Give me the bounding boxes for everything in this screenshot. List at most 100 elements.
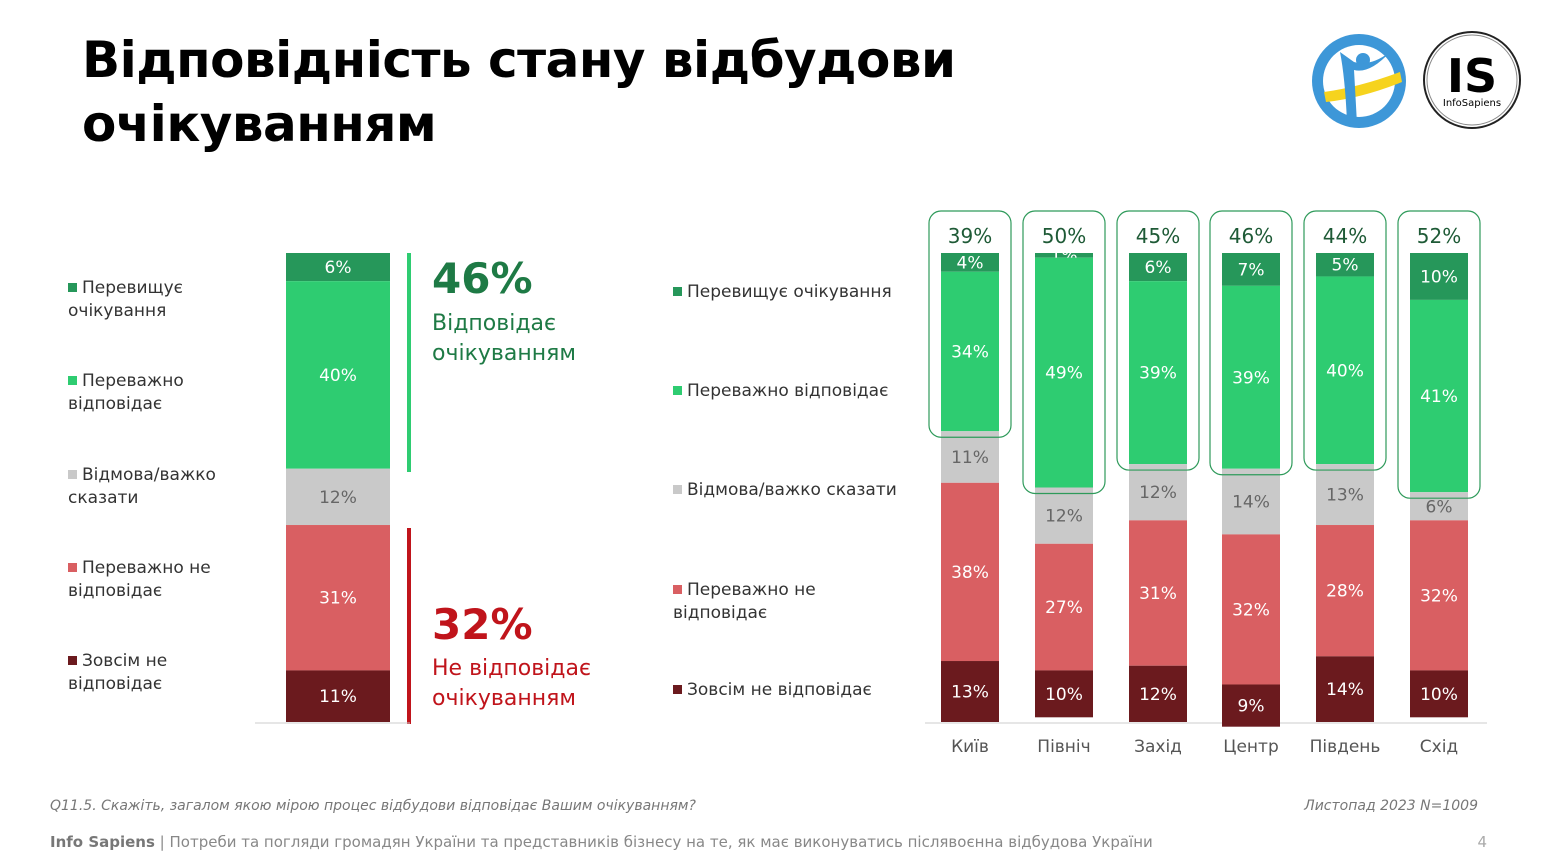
bar-segment bbox=[1035, 253, 1093, 258]
not-meets-total: 32% bbox=[432, 600, 533, 649]
charts: 6%40%12%31%11%4%34%11%38%13%39%Київ1%49%… bbox=[255, 210, 1487, 757]
data-label: 40% bbox=[319, 366, 357, 386]
bar-segment bbox=[286, 281, 390, 469]
bar-segment bbox=[1410, 299, 1468, 493]
legend-item: Відмова/важко сказати bbox=[673, 479, 897, 502]
data-label: 39% bbox=[1139, 364, 1177, 384]
data-label: 14% bbox=[1326, 680, 1364, 700]
data-label: 10% bbox=[1420, 685, 1458, 705]
data-label: 6% bbox=[1426, 497, 1453, 517]
meets-total-label: 39% bbox=[948, 224, 992, 248]
bar-segment bbox=[1035, 543, 1093, 671]
svg-text:InfoSapiens: InfoSapiens bbox=[1443, 98, 1501, 109]
not-meets-bracket bbox=[407, 528, 411, 724]
meets-highlight-box bbox=[1022, 210, 1106, 495]
bar-segment bbox=[941, 253, 999, 272]
bar-segment bbox=[1316, 253, 1374, 277]
data-label: 11% bbox=[319, 687, 357, 707]
bar-segment bbox=[1222, 468, 1280, 535]
globe-logo-icon bbox=[1312, 34, 1406, 128]
question-text: Q11.5. Скажіть, загалом якою мірою проце… bbox=[50, 798, 696, 814]
bar-segment bbox=[286, 253, 390, 282]
x-tick-label: Південь bbox=[1310, 737, 1381, 757]
data-label: 10% bbox=[1420, 267, 1458, 287]
data-label: 7% bbox=[1238, 260, 1265, 280]
infosapiens-logo-icon: IS InfoSapiens bbox=[1423, 31, 1521, 129]
meets-total-label: 50% bbox=[1042, 224, 1086, 248]
footer-brand: Info Sapiens bbox=[50, 833, 155, 851]
bar-segment bbox=[1316, 525, 1374, 657]
data-label: 5% bbox=[1332, 256, 1359, 276]
bar-segment bbox=[1035, 487, 1093, 544]
bar-segment bbox=[1316, 464, 1374, 526]
bar-segment bbox=[941, 431, 999, 483]
legend-item: Переважно відповідає bbox=[68, 371, 184, 414]
data-label: 40% bbox=[1326, 361, 1364, 381]
data-label: 12% bbox=[1139, 483, 1177, 503]
data-label: 32% bbox=[1232, 600, 1270, 620]
meets-highlight-box bbox=[1303, 210, 1387, 471]
logo-infosapiens: IS InfoSapiens bbox=[1420, 28, 1524, 136]
data-label: 31% bbox=[319, 589, 357, 609]
legend-item: Перевищує очікування bbox=[673, 281, 892, 304]
bar-segment bbox=[1222, 534, 1280, 685]
bar-segment bbox=[1222, 684, 1280, 727]
data-label: 6% bbox=[1145, 258, 1172, 278]
legend-item: Переважно не відповідає bbox=[673, 580, 816, 623]
bar-segment bbox=[1316, 656, 1374, 722]
data-label: 12% bbox=[1139, 685, 1177, 705]
meets-highlight-box bbox=[1209, 210, 1293, 476]
bar-segment bbox=[941, 661, 999, 722]
x-tick-label: Київ bbox=[951, 737, 989, 757]
data-label: 38% bbox=[951, 563, 989, 583]
meets-total-label: 45% bbox=[1136, 224, 1180, 248]
bar-segment bbox=[1129, 253, 1187, 282]
bar-segment bbox=[286, 670, 390, 722]
bar-segment bbox=[1316, 276, 1374, 465]
bar-segment bbox=[1222, 253, 1280, 286]
bar-segment bbox=[1129, 281, 1187, 465]
page-number: 4 bbox=[1477, 833, 1487, 851]
legend-item: Переважно відповідає bbox=[673, 380, 888, 403]
meets-highlight-box bbox=[928, 210, 1012, 438]
data-label: 10% bbox=[1045, 685, 1083, 705]
data-label: 49% bbox=[1045, 364, 1083, 384]
data-label: 6% bbox=[325, 258, 352, 278]
data-label: 13% bbox=[951, 683, 989, 703]
data-label: 11% bbox=[951, 448, 989, 468]
meets-bracket bbox=[407, 253, 411, 472]
meets-total-label: 44% bbox=[1323, 224, 1367, 248]
bar-segment bbox=[1035, 670, 1093, 718]
meets-label: Відповідає очікуванням bbox=[432, 311, 576, 366]
data-label: 39% bbox=[1232, 368, 1270, 388]
x-tick-label: Схід bbox=[1420, 737, 1458, 757]
meets-total-label: 46% bbox=[1229, 224, 1273, 248]
bar-segment bbox=[1410, 253, 1468, 300]
bar-segment bbox=[286, 468, 390, 526]
legend-item: Переважно не відповідає bbox=[68, 558, 211, 601]
legend-item: Відмова/важко сказати bbox=[68, 465, 216, 508]
legend-item: Зовсім не відповідає bbox=[673, 679, 872, 702]
meets-highlight-box bbox=[1116, 210, 1200, 471]
bar-segment bbox=[1035, 257, 1093, 488]
data-label: 34% bbox=[951, 342, 989, 362]
page-title: Відповідність стану відбудови очікування… bbox=[82, 31, 956, 153]
data-label: 4% bbox=[957, 253, 984, 273]
bar-segment bbox=[1129, 464, 1187, 521]
x-tick-label: Центр bbox=[1223, 737, 1278, 757]
svg-text:IS: IS bbox=[1447, 49, 1497, 103]
meets-highlight-box bbox=[1397, 210, 1481, 499]
survey-date: Листопад 2023 N=1009 bbox=[1304, 798, 1478, 814]
data-label: 12% bbox=[319, 488, 357, 508]
logo-globe bbox=[1310, 32, 1408, 134]
data-label: 41% bbox=[1420, 387, 1458, 407]
bar-segment bbox=[941, 482, 999, 662]
bar-segment bbox=[1129, 665, 1187, 722]
bar-segment bbox=[1129, 520, 1187, 666]
bar-segment bbox=[286, 525, 390, 671]
footer: Info Sapiens | Потреби та погляди громад… bbox=[50, 833, 1153, 851]
legend-item: Зовсім не відповідає bbox=[68, 651, 168, 694]
data-label: 28% bbox=[1326, 582, 1364, 602]
data-label: 31% bbox=[1139, 584, 1177, 604]
